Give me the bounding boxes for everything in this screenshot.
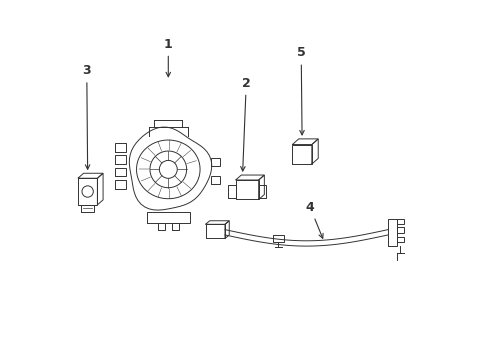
Text: 2: 2	[240, 77, 250, 171]
Text: 3: 3	[82, 64, 91, 169]
Text: 4: 4	[305, 201, 323, 238]
Text: 1: 1	[163, 38, 172, 77]
Text: 5: 5	[296, 46, 305, 135]
